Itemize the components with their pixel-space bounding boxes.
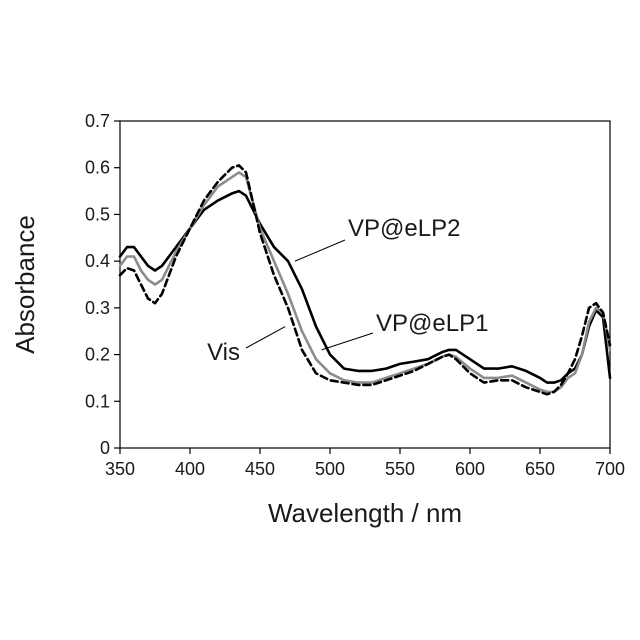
x-tick-label: 650 [525, 459, 555, 479]
series-line-1 [118, 171, 612, 394]
x-tick-label: 700 [595, 459, 625, 479]
tick-layer: 350 400 450 500 550 600 650 700 0 0.1 0.2 0.3 0.4 0.5… [85, 111, 625, 479]
y-tick-label: 0 [100, 438, 110, 458]
series-line-2 [118, 164, 612, 396]
annotation-leader [245, 326, 286, 349]
x-axis-title: Wavelength / nm [268, 498, 462, 528]
y-tick-label: 0.4 [85, 251, 110, 271]
y-tick-label: 0.1 [85, 391, 110, 411]
x-tick-label: 400 [175, 459, 205, 479]
y-tick-label: 0.6 [85, 158, 110, 178]
series-layer [118, 164, 612, 396]
y-axis-title: Absorbance [10, 215, 40, 354]
y-tick-label: 0.5 [85, 204, 110, 224]
x-tick-label: 600 [455, 459, 485, 479]
x-tick-label: 500 [315, 459, 345, 479]
annotation-leader [321, 332, 374, 351]
y-tick-label: 0.7 [85, 111, 110, 131]
annotation-layer: VP@eLP2 VP@eLP1 Vis [207, 215, 488, 366]
annotation-leader [294, 239, 346, 262]
annotation-label: VP@eLP1 [376, 310, 488, 337]
y-tick-label: 0.3 [85, 298, 110, 318]
x-tick-label: 350 [105, 459, 135, 479]
x-tick-label: 550 [385, 459, 415, 479]
annotation-label: Vis [207, 339, 240, 366]
annotation-label: VP@eLP2 [348, 215, 460, 242]
plot-frame [119, 120, 611, 449]
x-tick-label: 450 [245, 459, 275, 479]
y-tick-label: 0.2 [85, 345, 110, 365]
